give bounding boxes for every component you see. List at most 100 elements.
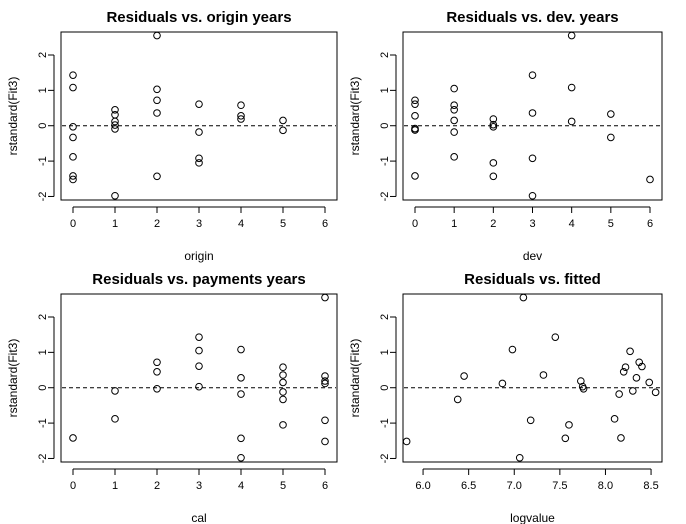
- y-tick-label: 0: [379, 123, 391, 129]
- data-point: [321, 437, 329, 446]
- data-point: [111, 387, 119, 395]
- x-tick-label: 3: [196, 218, 202, 230]
- data-point: [489, 172, 498, 181]
- data-point: [489, 120, 498, 129]
- data-point: [195, 346, 203, 355]
- y-tick-label: -2: [379, 192, 391, 202]
- data-point: [153, 368, 161, 376]
- data-point: [111, 106, 119, 114]
- data-point: [153, 31, 161, 40]
- data-point: [195, 333, 203, 341]
- y-tick-label: 2: [379, 314, 391, 320]
- plot-frame: [402, 31, 663, 201]
- y-tick-label: -1: [37, 418, 49, 428]
- y-tick-label: 1: [37, 87, 49, 93]
- x-tick-label: 5: [280, 218, 286, 230]
- data-point: [489, 122, 498, 131]
- data-point: [111, 191, 119, 200]
- chart-title: Residuals vs. fitted: [464, 271, 601, 288]
- x-axis-label: dev: [523, 249, 542, 263]
- x-tick-label: 7.0: [507, 480, 522, 492]
- data-point: [607, 133, 615, 142]
- data-point: [195, 100, 203, 108]
- x-axis-label: logvalue: [510, 511, 555, 524]
- y-tick-label: -2: [37, 192, 49, 202]
- data-point: [195, 362, 203, 370]
- data-point: [489, 115, 498, 123]
- x-tick-label: 7.5: [552, 480, 567, 492]
- y-axis-label: rstandard(Fit3): [6, 339, 20, 418]
- x-tick-label: 6: [647, 218, 653, 230]
- data-point: [111, 415, 119, 423]
- x-tick-label: 1: [112, 480, 118, 492]
- y-tick-label: -1: [37, 156, 49, 166]
- data-point: [279, 126, 287, 135]
- data-point: [69, 133, 77, 142]
- data-point: [528, 191, 537, 200]
- data-point: [508, 345, 517, 354]
- data-point: [195, 154, 203, 163]
- x-tick-label: 8.0: [598, 480, 613, 492]
- data-point: [619, 368, 628, 376]
- data-point: [111, 117, 119, 126]
- plot-panel-3: Residuals vs. payments years 0 1 2 3 4 5 6 cal -2…: [6, 271, 338, 524]
- data-point: [651, 388, 660, 397]
- data-point: [237, 390, 245, 398]
- data-point: [567, 31, 576, 40]
- data-point: [279, 363, 287, 372]
- data-point: [629, 387, 637, 395]
- data-point: [411, 112, 419, 120]
- x-tick-label: 5: [608, 218, 614, 230]
- y-tick-label: 0: [37, 385, 49, 391]
- y-tick-label: -1: [379, 418, 391, 428]
- y-tick-label: 0: [379, 385, 391, 391]
- data-point: [321, 377, 329, 385]
- x-tick-label: 4: [569, 218, 575, 230]
- data-point: [528, 109, 537, 117]
- data-point: [411, 172, 419, 180]
- y-tick-label: 0: [37, 123, 49, 129]
- data-point: [279, 388, 287, 396]
- data-point: [279, 421, 287, 429]
- x-axis-label: origin: [184, 249, 213, 263]
- data-point: [153, 96, 161, 105]
- chart-title: Residuals vs. dev. years: [446, 9, 618, 26]
- data-point: [610, 415, 619, 423]
- data-point: [567, 83, 576, 92]
- x-tick-label: 6: [322, 218, 328, 230]
- y-axis-label: rstandard(Fit3): [348, 339, 362, 418]
- data-point: [195, 128, 203, 136]
- data-point: [237, 453, 245, 462]
- y-tick-label: 1: [379, 349, 391, 355]
- x-tick-label: 4: [238, 480, 244, 492]
- y-tick-label: 2: [37, 314, 49, 320]
- data-point: [402, 437, 411, 446]
- data-point: [450, 128, 458, 136]
- data-point: [237, 374, 245, 382]
- data-point: [237, 434, 245, 443]
- data-point: [237, 112, 245, 120]
- data-point: [498, 379, 507, 388]
- plot-frame: [60, 31, 338, 201]
- data-point: [539, 371, 548, 379]
- data-point: [621, 363, 630, 372]
- data-point: [626, 347, 634, 356]
- x-tick-label: 6.0: [415, 480, 430, 492]
- x-tick-label: 6: [322, 480, 328, 492]
- data-point: [153, 384, 161, 393]
- y-tick-label: 2: [379, 52, 391, 58]
- data-point: [279, 395, 287, 404]
- data-point: [450, 101, 458, 110]
- data-point: [321, 416, 329, 425]
- y-tick-label: -1: [379, 156, 391, 166]
- data-point: [279, 371, 287, 379]
- y-tick-label: -2: [379, 454, 391, 464]
- data-point: [69, 83, 77, 92]
- data-point: [515, 453, 524, 462]
- data-point: [279, 116, 287, 125]
- y-tick-label: 2: [37, 52, 49, 58]
- data-point: [111, 110, 119, 119]
- data-point: [489, 159, 498, 167]
- chart-title: Residuals vs. origin years: [106, 9, 291, 26]
- x-tick-label: 0: [70, 218, 76, 230]
